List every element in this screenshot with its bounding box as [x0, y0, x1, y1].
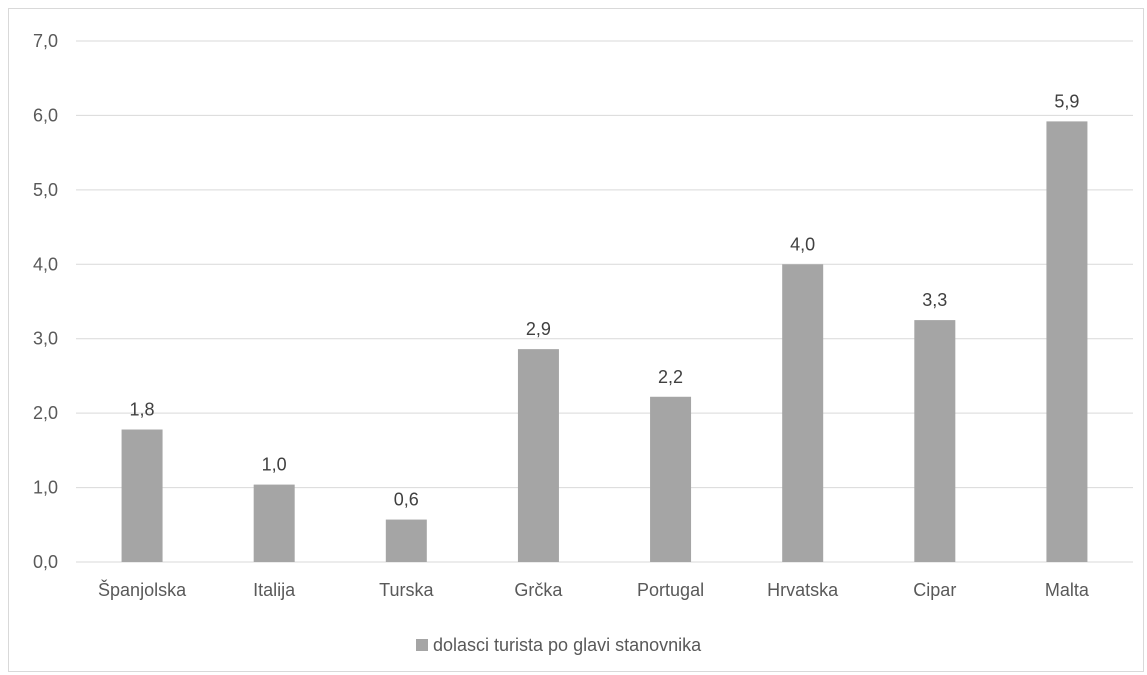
bar: [517, 349, 559, 562]
data-label: 1,8: [130, 400, 155, 420]
y-axis-tick-labels: 0,0 1,0 2,0 3,0 4,0 5,0 6,0 7,0: [33, 31, 58, 572]
bar: [914, 320, 956, 562]
x-tick-label: Italija: [253, 580, 296, 600]
gridlines: [76, 40, 1133, 563]
legend-label: dolasci turista po glavi stanovnika: [433, 635, 702, 655]
data-label: 4,0: [790, 234, 815, 254]
bar: [782, 264, 824, 562]
data-label: 3,3: [922, 290, 947, 310]
data-label: 2,2: [658, 367, 683, 387]
data-label: 1,0: [262, 455, 287, 475]
x-axis-tick-labels: Španjolska Italija Turska Grčka Portugal Hrva…: [98, 579, 1090, 600]
y-tick-label: 2,0: [33, 403, 58, 423]
data-label: 5,9: [1054, 91, 1079, 111]
bar: [253, 484, 295, 562]
bar: [385, 519, 427, 562]
x-tick-label: Portugal: [637, 580, 704, 600]
x-tick-label: Grčka: [514, 580, 563, 600]
x-tick-label: Turska: [379, 580, 434, 600]
y-tick-label: 0,0: [33, 552, 58, 572]
y-tick-label: 5,0: [33, 180, 58, 200]
bar: [1046, 121, 1088, 562]
data-label: 2,9: [526, 319, 551, 339]
x-tick-label: Španjolska: [98, 579, 187, 600]
bar: [650, 396, 692, 562]
legend: dolasci turista po glavi stanovnika: [416, 635, 702, 655]
y-tick-label: 4,0: [33, 254, 58, 274]
data-labels: 1,8 1,0 0,6 2,9 2,2 4,0 3,3 5,9: [130, 91, 1080, 509]
legend-swatch: [416, 639, 428, 651]
data-label: 0,6: [394, 490, 419, 510]
y-tick-label: 6,0: [33, 105, 58, 125]
bars: [121, 121, 1088, 562]
y-tick-label: 3,0: [33, 329, 58, 349]
x-tick-label: Malta: [1045, 580, 1090, 600]
y-tick-label: 1,0: [33, 478, 58, 498]
x-tick-label: Hrvatska: [767, 580, 839, 600]
bar: [121, 429, 163, 562]
y-tick-label: 7,0: [33, 31, 58, 51]
x-tick-label: Cipar: [913, 580, 956, 600]
